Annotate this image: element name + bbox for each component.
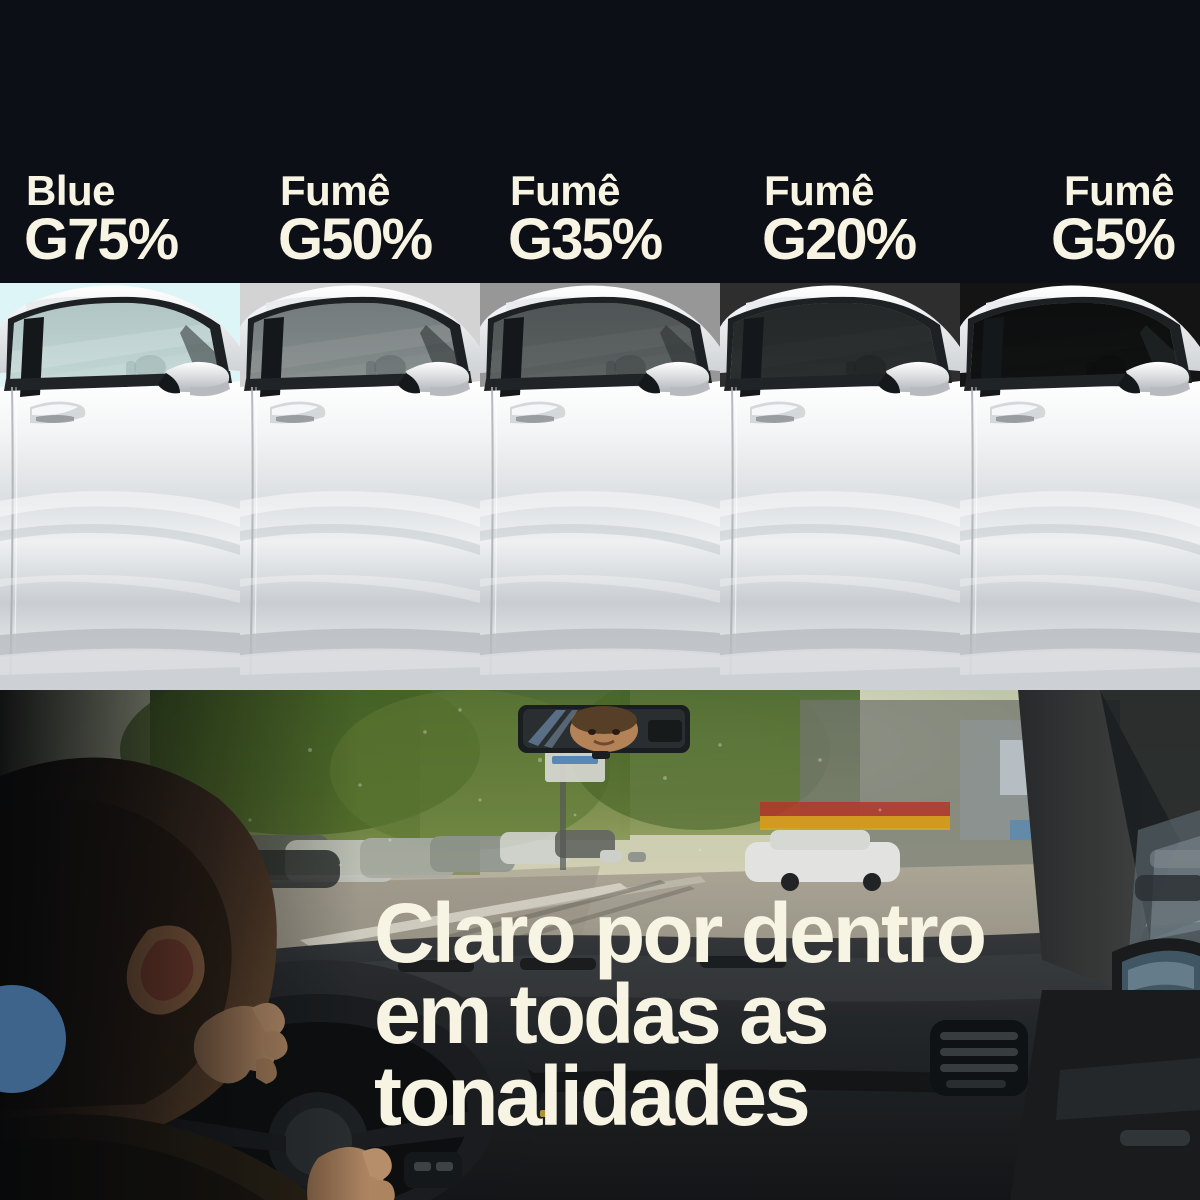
car-door-illustration xyxy=(720,285,960,690)
driver-photo xyxy=(0,690,1200,1200)
tint-name-4: Fumê xyxy=(1063,166,1175,214)
tint-code-4: G5% xyxy=(1051,207,1176,272)
car-door-illustration xyxy=(960,285,1200,690)
tint-panel-0 xyxy=(0,283,240,690)
headline-line-1: Claro por dentro xyxy=(374,886,987,980)
headline-line-2: em todas as xyxy=(374,967,830,1062)
tint-label-3: Fumê G20% xyxy=(720,0,960,283)
car-artwork-1 xyxy=(240,283,480,690)
car-artwork-2 xyxy=(480,283,720,690)
tint-panel-3 xyxy=(720,283,960,690)
tint-panel-2 xyxy=(480,283,720,690)
tint-panel-4 xyxy=(960,283,1200,690)
rearview-mirror-graphic xyxy=(518,705,690,759)
tint-name-2: Fumê xyxy=(510,166,621,214)
car-artwork-4 xyxy=(960,283,1200,690)
tint-code-0: G75% xyxy=(24,207,179,272)
tint-label-1: Fumê G50% xyxy=(240,0,480,283)
car-door-illustration xyxy=(0,285,240,690)
tint-code-1: G50% xyxy=(278,207,433,272)
car-artwork-3 xyxy=(720,283,960,690)
tint-name-3: Fumê xyxy=(764,166,875,214)
tint-label-0: Blue G75% xyxy=(0,0,240,283)
headline-line-3: tonalidades xyxy=(374,1048,811,1143)
tint-label-4: Fumê G5% xyxy=(960,0,1200,283)
car-door-illustration xyxy=(480,285,720,690)
car-artwork-0 xyxy=(0,283,240,690)
car-door-illustration xyxy=(240,285,480,690)
driver-photo-illustration xyxy=(0,690,1200,1200)
headline: Claro por dentro em todas as tonalidades xyxy=(374,886,987,1143)
tint-name-0: Blue xyxy=(26,166,116,214)
tint-code-2: G35% xyxy=(508,207,663,272)
tint-code-3: G20% xyxy=(762,207,917,272)
tint-label-2: Fumê G35% xyxy=(480,0,720,283)
tint-label-band: Blue G75% Fumê G50% Fumê G35% Fumê G20% … xyxy=(0,0,1200,283)
tint-name-1: Fumê xyxy=(280,166,391,214)
tint-panel-1 xyxy=(240,283,480,690)
tint-swatch-strip xyxy=(0,283,1200,690)
